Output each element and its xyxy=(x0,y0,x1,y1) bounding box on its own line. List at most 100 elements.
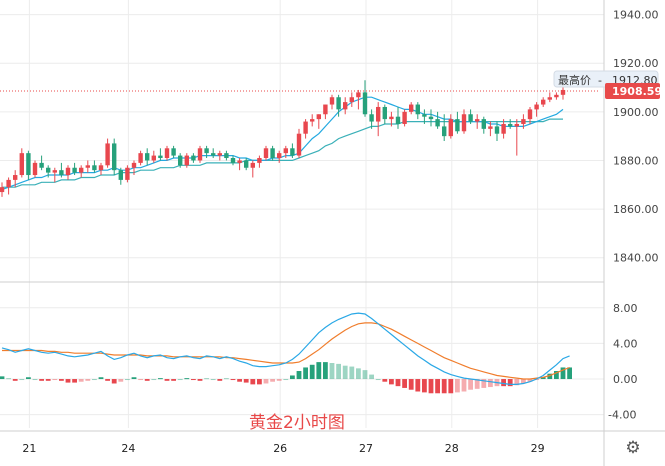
macd-tick-label: 4.00 xyxy=(613,337,638,350)
macd-bar xyxy=(125,379,130,381)
candle-body xyxy=(145,153,150,161)
candle-body xyxy=(39,162,44,168)
candle-body xyxy=(521,119,526,124)
ma-slow-line xyxy=(2,118,563,188)
macd-dea-line xyxy=(2,322,570,380)
macd-bar xyxy=(250,379,256,385)
macd-bar xyxy=(111,379,117,384)
candle-body xyxy=(230,158,236,163)
grid-lines xyxy=(0,0,604,428)
macd-bar xyxy=(375,379,381,381)
candle-body xyxy=(402,111,407,124)
macd-bar xyxy=(6,378,11,380)
macd-bar xyxy=(316,362,322,380)
macd-bar xyxy=(527,379,533,382)
macd-bar xyxy=(105,379,110,381)
macd-tick-label: 8.00 xyxy=(613,302,638,315)
price-tick-label: 1840.00 xyxy=(613,252,659,265)
macd-bar xyxy=(243,379,249,383)
candle-body xyxy=(382,106,387,120)
date-tick-label: 24 xyxy=(121,442,135,455)
candle-body xyxy=(389,116,394,120)
candle-body xyxy=(343,102,348,110)
macd-bar xyxy=(369,374,374,380)
macd-bar xyxy=(455,379,460,393)
candle-body xyxy=(376,106,381,122)
macd-bar xyxy=(309,364,315,380)
macd-tick-label: -4.00 xyxy=(608,409,636,422)
macd-dif-line xyxy=(1,312,570,385)
candle-body xyxy=(46,167,51,173)
current-price-tag: 1908.59 xyxy=(605,82,662,99)
candle-body xyxy=(461,114,467,132)
candle-body xyxy=(92,165,97,171)
macd-bar xyxy=(514,379,520,386)
high-price-dash: - xyxy=(598,74,602,87)
gear-icon[interactable]: ⚙ xyxy=(625,438,641,458)
macd-bar xyxy=(362,370,368,380)
candle-body xyxy=(395,116,401,124)
macd-bar xyxy=(290,375,295,380)
macd-bar xyxy=(52,379,58,381)
current-price-box xyxy=(605,82,660,99)
macd-bar xyxy=(177,379,183,381)
macd-bar xyxy=(448,379,454,394)
macd-bar xyxy=(45,379,51,381)
macd-bar xyxy=(65,379,71,383)
candle-body xyxy=(131,162,137,168)
candle-body xyxy=(448,119,453,137)
candle-body xyxy=(475,119,480,122)
macd-bar xyxy=(540,377,546,380)
candle-body xyxy=(26,153,31,176)
macd-bar xyxy=(501,379,506,387)
macd-bar xyxy=(342,365,348,380)
candle-body xyxy=(514,123,519,127)
candle-body xyxy=(296,133,302,156)
candle-body xyxy=(455,119,460,132)
candle-body xyxy=(158,155,163,159)
candle-body xyxy=(481,119,486,129)
candle-body xyxy=(316,114,321,120)
candle-body xyxy=(422,114,427,117)
macd-bar xyxy=(488,379,493,388)
macd-bar xyxy=(230,379,236,381)
candle-body xyxy=(191,155,196,161)
macd-bar xyxy=(92,379,97,381)
candle-body xyxy=(527,109,533,120)
candle-body xyxy=(85,165,90,168)
macd-bar xyxy=(257,379,262,385)
candle-body xyxy=(19,153,24,176)
macd-bar xyxy=(554,371,559,380)
macd-bar xyxy=(59,379,64,381)
macd-bar xyxy=(237,379,242,382)
date-tick-label: 27 xyxy=(359,442,373,455)
macd-bar xyxy=(461,379,467,392)
macd-axis-ticks: 8.00 4.00 0.00 -4.00 xyxy=(608,302,638,422)
macd-bar xyxy=(382,379,388,382)
macd-bar xyxy=(19,379,25,381)
macd-bar xyxy=(329,363,335,380)
candle-body xyxy=(125,167,130,180)
macd-bar xyxy=(204,378,209,380)
macd-bar xyxy=(323,362,328,380)
candle-body xyxy=(277,153,282,159)
candle-body xyxy=(369,114,374,122)
candle-body xyxy=(0,187,5,193)
macd-bar xyxy=(32,379,38,381)
candle-body xyxy=(112,143,117,171)
candle-body xyxy=(356,92,361,98)
price-tick-label: 1920.00 xyxy=(613,57,659,70)
candle-body xyxy=(171,148,176,156)
macd-bar xyxy=(276,379,282,381)
candle-body xyxy=(59,170,64,176)
candle-body xyxy=(197,148,203,161)
macd-bar xyxy=(422,379,427,393)
macd-bar xyxy=(435,379,440,394)
macd-bar xyxy=(118,379,124,382)
macd-bar xyxy=(349,366,355,380)
price-tick-label: 1940.00 xyxy=(613,9,659,22)
macd-bar xyxy=(78,379,84,382)
candle-body xyxy=(329,97,335,105)
candlestick-series xyxy=(0,80,566,197)
